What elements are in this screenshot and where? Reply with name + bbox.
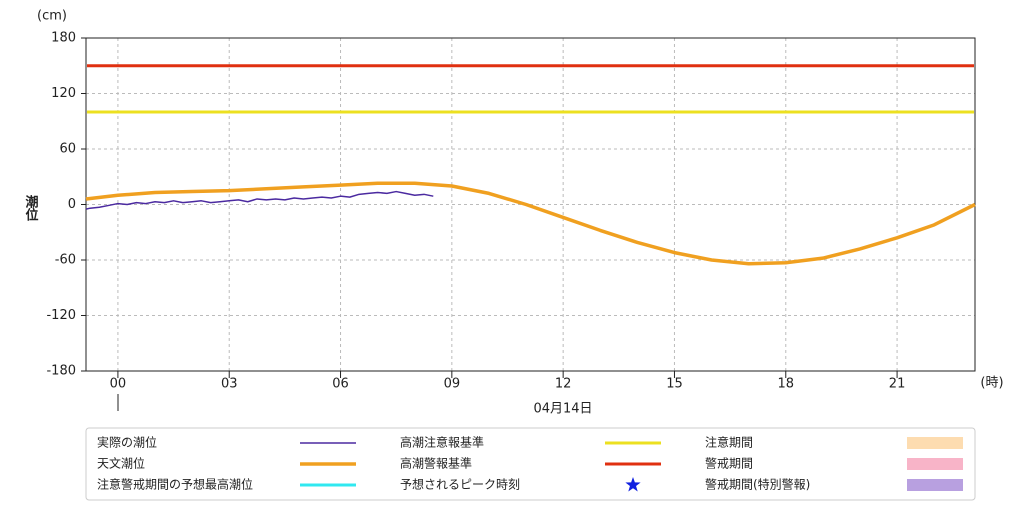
y-tick-label: 120	[51, 86, 76, 101]
legend-swatch	[907, 479, 963, 491]
legend-label: 天文潮位	[97, 456, 145, 471]
legend-label: 予想されるピーク時刻	[400, 477, 520, 492]
x-tick-label: 06	[332, 377, 349, 392]
legend-swatch	[625, 477, 641, 492]
y-axis-label: 潮位	[23, 194, 39, 222]
legend-swatch	[907, 437, 963, 449]
legend-label: 警戒期間	[705, 456, 753, 471]
x-tick-label: 09	[444, 377, 461, 392]
series-line	[85, 181, 976, 266]
x-unit: (時)	[980, 376, 1003, 391]
legend-label: 高潮注意報基準	[400, 435, 484, 450]
series-line	[85, 190, 434, 210]
y-tick-label: -60	[55, 253, 76, 268]
y-unit: (cm)	[37, 9, 67, 24]
legend-label: 実際の潮位	[97, 435, 157, 450]
x-tick-label: 03	[221, 377, 238, 392]
y-tick-label: 60	[59, 142, 76, 157]
legend-label: 高潮警報基準	[400, 456, 472, 471]
legend-label: 注意警戒期間の予想最高潮位	[97, 477, 253, 492]
x-tick-label: 12	[555, 377, 572, 392]
legend-label: 警戒期間(特別警報)	[705, 477, 810, 492]
legend-box	[85, 427, 976, 501]
y-tick-label: 180	[51, 31, 76, 46]
x-tick-label: 00	[110, 377, 127, 392]
y-tick-label: -180	[46, 364, 76, 379]
x-tick-label: 18	[777, 377, 794, 392]
legend-label: 注意期間	[705, 435, 753, 450]
x-tick-label: 21	[889, 377, 906, 392]
x-tick-label: 15	[666, 377, 683, 392]
y-tick-label: -120	[46, 308, 76, 323]
date-label: 04月14日	[533, 402, 592, 417]
y-tick-label: 0	[68, 197, 76, 212]
legend-swatch	[907, 458, 963, 470]
